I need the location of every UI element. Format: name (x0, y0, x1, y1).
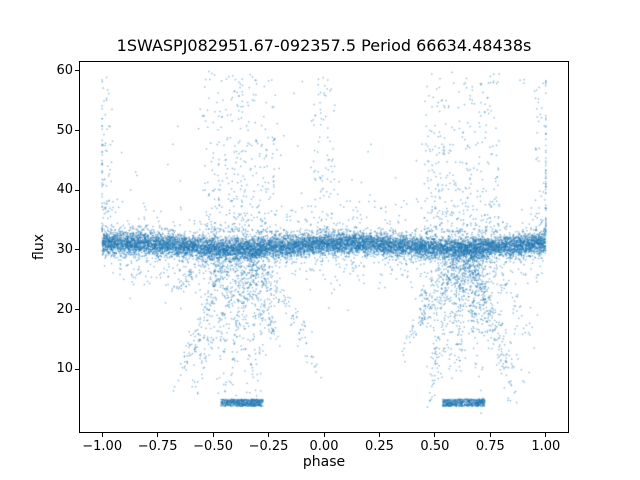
x-tick-label: 0.75 (475, 439, 505, 454)
x-tick-mark (212, 433, 214, 437)
x-tick-label: −0.75 (137, 439, 178, 454)
y-tick-mark (75, 130, 79, 132)
y-tick-label: 30 (56, 241, 73, 257)
x-tick-mark (101, 433, 103, 437)
y-tick-label: 50 (56, 122, 73, 138)
x-tick-mark (268, 433, 270, 437)
y-tick-label: 60 (56, 62, 73, 78)
x-tick-mark (378, 433, 380, 437)
chart-title: 1SWASPJ082951.67-092357.5 Period 66634.4… (116, 36, 532, 55)
x-tick-label: 0.00 (309, 439, 339, 454)
plot-area (79, 61, 569, 433)
scatter-canvas (80, 62, 568, 432)
y-tick-mark (75, 249, 79, 251)
x-tick-mark (434, 433, 436, 437)
x-tick-mark (157, 433, 159, 437)
x-axis-label: phase (302, 454, 346, 470)
x-tick-mark (545, 433, 547, 437)
x-tick-label: 0.25 (364, 439, 394, 454)
x-tick-label: −0.50 (193, 439, 233, 454)
x-tick-label: 1.00 (531, 439, 561, 454)
y-tick-label: 20 (56, 301, 73, 317)
y-tick-mark (75, 189, 79, 191)
y-tick-mark (75, 368, 79, 370)
y-tick-label: 10 (56, 361, 73, 377)
x-tick-label: −0.25 (248, 439, 289, 454)
y-tick-label: 40 (56, 182, 73, 198)
x-tick-label: 0.50 (420, 439, 450, 454)
y-tick-mark (75, 70, 79, 72)
x-tick-mark (489, 433, 491, 437)
x-tick-label: −1.00 (82, 439, 123, 454)
x-tick-mark (323, 433, 325, 437)
y-tick-mark (75, 309, 79, 311)
